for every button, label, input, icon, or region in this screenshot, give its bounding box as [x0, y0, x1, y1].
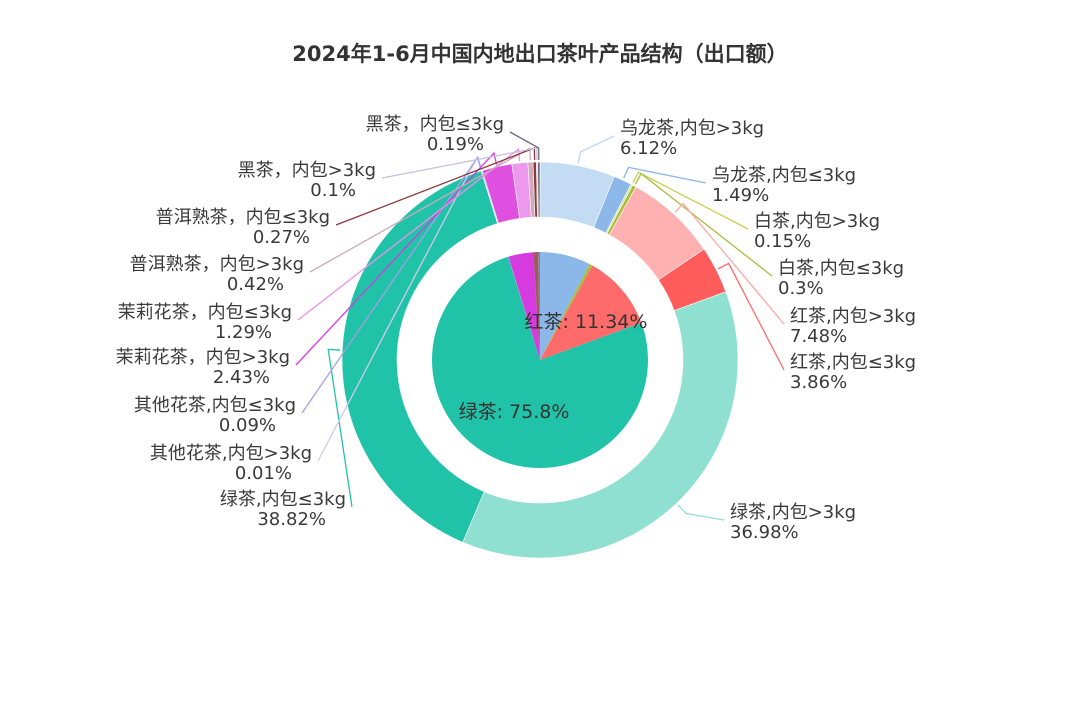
chart-title: 2024年1-6月中国内地出口茶叶产品结构（出口额）	[292, 42, 788, 66]
slice-percent-label: 1.29%	[215, 322, 272, 343]
leader-line	[634, 172, 773, 277]
slice-name-label: 绿茶,内包≤3kg	[220, 489, 346, 510]
inner-slice-5	[508, 252, 540, 360]
leader-line	[623, 166, 707, 184]
leader-line	[297, 147, 521, 321]
slice-percent-label: 0.01%	[235, 463, 292, 484]
slice-percent-label: 0.3%	[778, 278, 824, 299]
slice-name-label: 其他花茶,内包≤3kg	[134, 395, 296, 416]
leader-line	[327, 348, 353, 508]
inner-slice-4	[507, 256, 540, 360]
slice-name-label: 白茶,内包>3kg	[754, 211, 880, 232]
leader-line	[632, 171, 749, 230]
slice-name-label: 黑茶，内包≤3kg	[366, 114, 504, 135]
slice-name-label: 乌龙茶,内包≤3kg	[712, 165, 856, 186]
slice-name-label: 茉莉花茶，内包≤3kg	[118, 302, 292, 323]
outer-slice-7	[341, 170, 498, 543]
outer-slice-6	[462, 291, 739, 559]
outer-slice-15	[537, 161, 541, 218]
leader-line	[509, 131, 540, 161]
slice-name-label: 乌龙茶,内包>3kg	[620, 118, 764, 139]
slice-percent-label: 0.09%	[219, 415, 276, 436]
slice-percent-label: 2.43%	[213, 367, 270, 388]
inner-slice-label: 红茶: 11.34%	[525, 311, 648, 333]
leader-line	[577, 135, 615, 164]
leader-line	[309, 147, 531, 273]
slice-name-label: 红茶,内包>3kg	[790, 306, 916, 327]
slice-percent-label: 36.98%	[730, 522, 799, 543]
leader-line	[301, 155, 482, 414]
inner-slice-2	[540, 265, 642, 360]
slice-percent-label: 1.49%	[712, 185, 769, 206]
inner-slice-1	[540, 264, 593, 360]
leader-line	[677, 504, 725, 521]
slice-name-label: 普洱熟茶，内包>3kg	[130, 254, 304, 275]
slice-percent-label: 0.27%	[253, 227, 310, 248]
slice-percent-label: 0.1%	[310, 180, 356, 201]
slice-percent-label: 7.48%	[790, 326, 847, 347]
inner-slice-3	[431, 256, 648, 468]
slice-percent-label: 0.42%	[227, 274, 284, 295]
slice-percent-label: 0.19%	[427, 134, 484, 155]
inner-slice-6	[533, 252, 540, 360]
slice-name-label: 茉莉花茶，内包>3kg	[116, 347, 290, 368]
slice-percent-label: 3.86%	[790, 372, 847, 393]
leader-line	[674, 202, 785, 325]
slice-name-label: 红茶,内包≤3kg	[790, 352, 916, 373]
slice-percent-label: 6.12%	[620, 138, 677, 159]
inner-slice-label: 绿茶: 75.8%	[459, 401, 570, 423]
inner-slice-7	[538, 252, 540, 360]
leader-line	[381, 147, 538, 179]
slice-name-label: 普洱熟茶，内包≤3kg	[156, 207, 330, 228]
slice-name-label: 绿茶,内包>3kg	[730, 502, 856, 523]
slice-name-label: 黑茶，内包>3kg	[238, 160, 376, 181]
slice-percent-label: 0.15%	[754, 231, 811, 252]
slice-name-label: 白茶,内包≤3kg	[778, 258, 904, 279]
inner-slice-0	[540, 252, 590, 360]
leader-line	[295, 151, 498, 366]
slice-percent-label: 38.82%	[257, 509, 326, 530]
slice-name-label: 其他花茶,内包>3kg	[150, 443, 312, 464]
leader-line	[717, 262, 785, 371]
